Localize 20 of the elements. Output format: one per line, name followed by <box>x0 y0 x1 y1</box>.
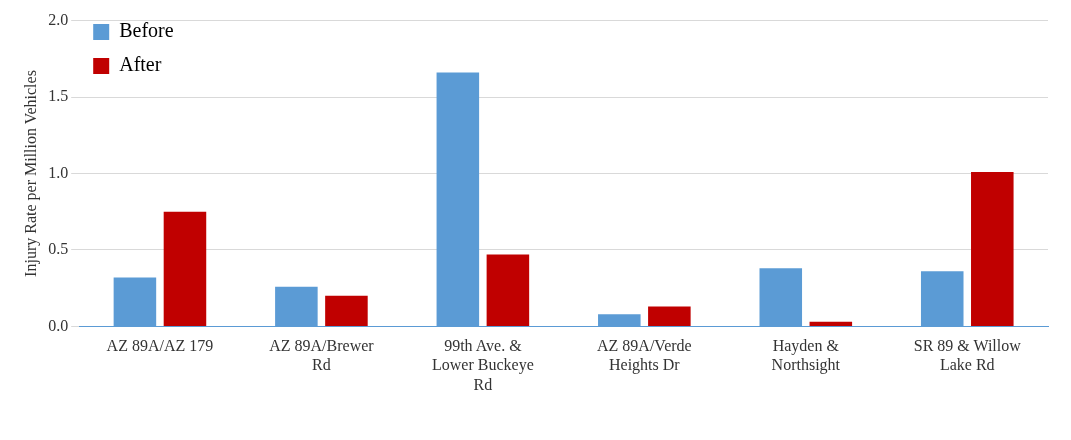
y-tick-label: 1.0 <box>48 163 69 181</box>
x-tick-label: 99th Ave. & Lower Buckeye Rd <box>432 337 534 393</box>
y-tick-label: 0.5 <box>48 240 69 258</box>
bar <box>648 306 691 326</box>
x-tick-label: AZ 89A/Verde Heights Dr <box>597 337 692 375</box>
bar <box>486 254 530 326</box>
x-tick-label: AZ 89A/Brewer Rd <box>269 337 375 374</box>
bar <box>809 321 853 326</box>
x-tick-label: SR 89 & Willow Lake Rd <box>913 337 1022 374</box>
y-tick-label: 2.0 <box>48 10 69 28</box>
bar <box>971 171 1014 326</box>
legend-label: After <box>119 53 162 76</box>
x-tick-label: AZ 89A/AZ 179 <box>106 337 214 355</box>
y-axis-title: Injury Rate per Million Vehicles <box>21 70 40 277</box>
bar <box>163 211 207 326</box>
y-tick-label: 0.0 <box>48 316 69 334</box>
x-tick-label: Hayden & Northsight <box>771 337 841 375</box>
bar <box>325 295 368 326</box>
legend-label: Before <box>119 19 174 42</box>
y-tick-label: 1.5 <box>48 87 69 105</box>
